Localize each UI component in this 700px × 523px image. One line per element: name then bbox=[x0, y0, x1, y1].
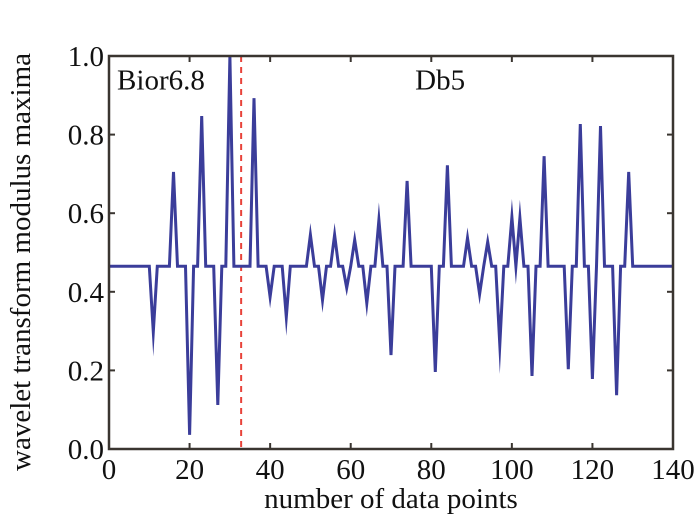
data-series-line bbox=[109, 55, 673, 435]
y-axis-title-group: wavelet transform modulus maxima bbox=[5, 53, 37, 471]
x-axis-title: number of data points bbox=[264, 483, 518, 515]
x-tick-label: 100 bbox=[490, 454, 534, 486]
y-tick-label: 0.2 bbox=[68, 355, 104, 387]
x-tick-label: 140 bbox=[651, 454, 695, 486]
y-tick-label: 0.8 bbox=[68, 120, 104, 152]
x-tick-label: 80 bbox=[417, 454, 446, 486]
y-tick-label: 1.0 bbox=[68, 41, 104, 73]
x-tick-label: 120 bbox=[571, 454, 615, 486]
y-axis-title: wavelet transform modulus maxima bbox=[5, 53, 37, 471]
x-tick-label: 20 bbox=[175, 454, 204, 486]
x-axis-ticks: 0 20 40 60 80 100 120 140 bbox=[102, 56, 695, 486]
plot-area bbox=[107, 54, 675, 451]
y-tick-label: 0.0 bbox=[68, 434, 104, 466]
y-tick-label: 0.6 bbox=[68, 198, 104, 230]
annotation-db5: Db5 bbox=[415, 65, 465, 97]
plot-frame bbox=[107, 54, 675, 451]
annotations: Bior6.8 Db5 bbox=[117, 65, 465, 97]
y-axis-ticks: 0.0 0.2 0.4 0.6 0.8 1.0 bbox=[68, 41, 673, 466]
x-tick-label: 0 bbox=[102, 454, 117, 486]
y-tick-label: 0.4 bbox=[68, 277, 105, 309]
x-tick-label: 40 bbox=[256, 454, 285, 486]
annotation-bior68: Bior6.8 bbox=[117, 65, 205, 97]
x-tick-label: 60 bbox=[336, 454, 365, 486]
